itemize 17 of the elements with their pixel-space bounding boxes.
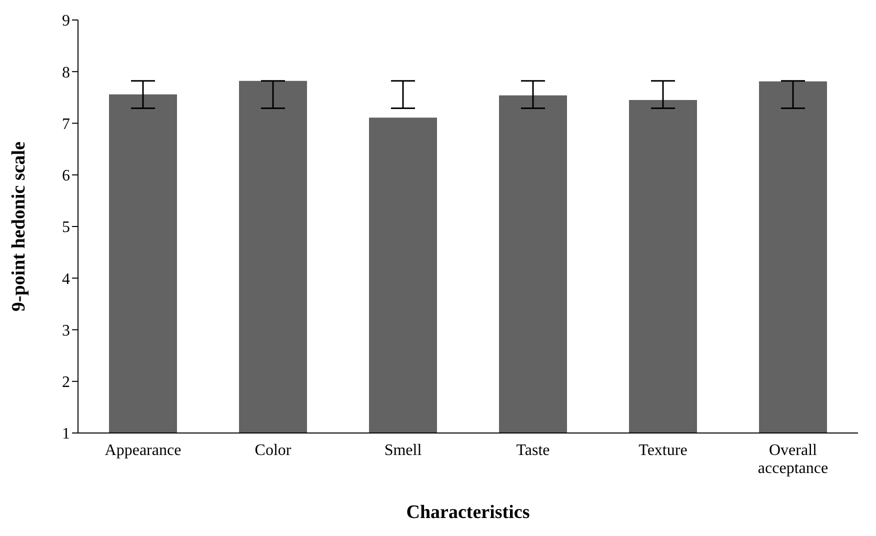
- y-tick-label: 4: [62, 270, 70, 288]
- y-tick-label: 6: [62, 168, 70, 185]
- y-tick-label: 3: [62, 322, 70, 340]
- x-tick-label: Overall acceptance: [758, 442, 828, 477]
- x-tick-label: Texture: [638, 442, 688, 459]
- y-tick-label: 8: [62, 64, 70, 82]
- y-tick-label: 9: [62, 12, 70, 30]
- x-tick-label: Appearance: [104, 442, 182, 459]
- x-tick-label: Color: [254, 442, 292, 459]
- y-tick-label: 1: [62, 426, 70, 443]
- x-tick-label: Smell: [384, 442, 422, 459]
- y-axis-title: 9-point hedonic scale: [8, 142, 30, 312]
- y-tick-label: 7: [62, 116, 70, 133]
- y-tick-label: 2: [62, 374, 70, 392]
- y-tick-label: 5: [62, 219, 70, 236]
- x-tick-label: Taste: [516, 442, 550, 459]
- x-axis-title: Characteristics: [406, 502, 530, 523]
